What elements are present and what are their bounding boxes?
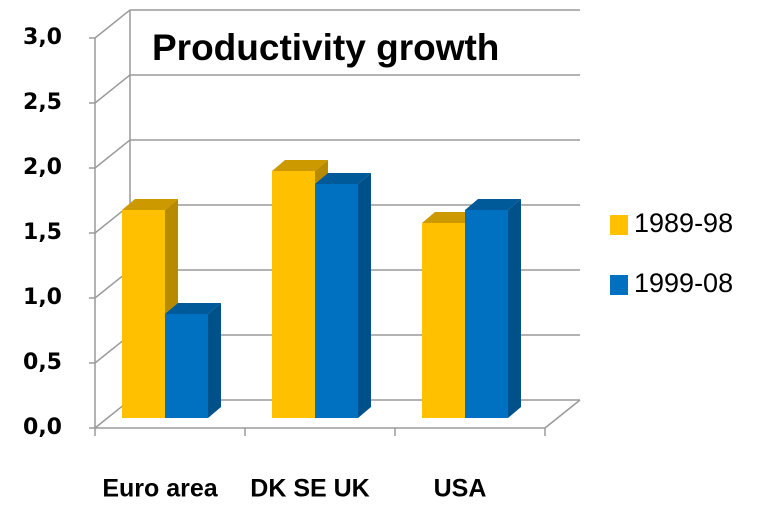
bar-side [208, 303, 221, 418]
legend-label: 1999-08 [634, 268, 733, 298]
bar [165, 314, 208, 418]
chart-title: Productivity growth [152, 27, 499, 68]
y-tick-label: 3,0 [23, 25, 62, 50]
bar-top [315, 173, 371, 184]
bar-top [465, 199, 521, 210]
y-tick-label: 2,0 [23, 155, 62, 180]
legend-label: 1989-98 [634, 208, 733, 238]
y-tick-label: 1,5 [23, 220, 62, 245]
y-tick-label: 0,0 [23, 415, 62, 440]
bar [465, 210, 508, 418]
bar [315, 184, 358, 418]
grid-line [94, 9, 131, 39]
legend-swatch [610, 215, 628, 235]
bar-top [165, 303, 221, 314]
x-tick-label: Euro area [102, 475, 218, 503]
y-tick-label: 2,5 [23, 90, 62, 115]
y-tick-label: 1,0 [23, 285, 62, 310]
grid-line [94, 74, 131, 104]
grid-line [94, 139, 131, 169]
bar-top [122, 199, 178, 210]
bar-top [422, 212, 478, 223]
bar-top [272, 160, 328, 171]
legend-swatch [610, 275, 628, 295]
x-tick-label: DK SE UK [250, 475, 369, 503]
bar-side [508, 199, 521, 418]
floor-right [544, 399, 581, 429]
x-tick-label: USA [434, 475, 487, 503]
bar [422, 223, 465, 418]
bar [122, 210, 165, 418]
bar [272, 171, 315, 418]
y-tick-label: 0,5 [23, 350, 62, 375]
bar-side [358, 173, 371, 418]
